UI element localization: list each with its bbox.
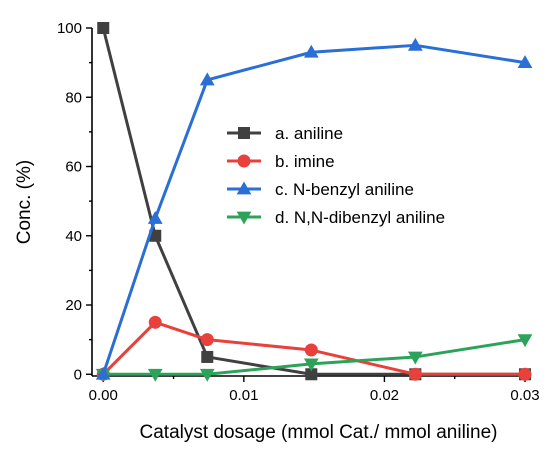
series-layer (95, 22, 533, 382)
data-point-triangle-up (303, 44, 319, 58)
legend-item: d. N,N-dibenzyl aniline (227, 208, 445, 227)
y-tick-label: 0 (74, 366, 82, 383)
data-point-triangle-up (147, 210, 163, 224)
data-point-circle (304, 343, 318, 357)
legend: a. aniline b. imine c. N-benzyl aniline d. … (227, 124, 445, 227)
series-4 (95, 334, 533, 382)
data-point-square (238, 127, 250, 139)
data-point-triangle-down (407, 351, 423, 365)
series-line (102, 320, 525, 376)
y-tick-label: 60 (65, 159, 82, 176)
data-point-triangle-down (199, 368, 215, 382)
data-point-circle (518, 367, 532, 381)
legend-label: a. aniline (275, 124, 343, 143)
y-tick-label: 20 (65, 297, 82, 314)
data-point-circle (200, 333, 214, 347)
data-point-circle (237, 154, 251, 168)
y-ticks: 0 20 40 60 80 100 (57, 20, 92, 383)
y-tick-label: 40 (65, 228, 82, 245)
legend-item: b. imine (227, 152, 335, 171)
series-3 (95, 37, 533, 380)
legend-label: d. N,N-dibenzyl aniline (275, 208, 445, 227)
data-point-triangle-down (517, 334, 533, 348)
x-tick-label: 0.00 (89, 387, 118, 404)
data-point-triangle-up (199, 72, 215, 86)
data-point-triangle-down (147, 368, 163, 382)
data-point-triangle-down (303, 358, 319, 372)
y-axis-title: Conc. (%) (14, 160, 35, 244)
y-tick-label: 80 (65, 89, 82, 106)
data-point-triangle-up (407, 37, 423, 51)
data-point-circle (408, 367, 422, 381)
legend-label: c. N-benzyl aniline (275, 180, 414, 199)
data-point-triangle-down (236, 211, 252, 225)
data-point-square (97, 22, 110, 34)
y-tick-label: 100 (57, 20, 82, 37)
x-tick-label: 0.02 (370, 387, 399, 404)
series-line (101, 27, 525, 376)
series-line (101, 43, 526, 375)
legend-item: c. N-benzyl aniline (227, 180, 414, 199)
data-point-square (201, 350, 214, 363)
x-tick-label: 0.03 (510, 387, 539, 404)
data-point-triangle-up (517, 55, 533, 69)
legend-label: b. imine (275, 152, 335, 171)
series-line (103, 338, 526, 376)
data-point-circle (148, 315, 162, 329)
x-axis-title: Catalyst dosage (mmol Cat./ mmol aniline… (140, 422, 498, 443)
data-point-triangle-up (236, 181, 252, 195)
x-ticks: 0.00 0.01 0.02 0.03 (89, 376, 540, 404)
x-tick-label: 0.01 (229, 387, 258, 404)
data-point-triangle-up (95, 366, 111, 380)
legend-item: a. aniline (227, 124, 343, 143)
